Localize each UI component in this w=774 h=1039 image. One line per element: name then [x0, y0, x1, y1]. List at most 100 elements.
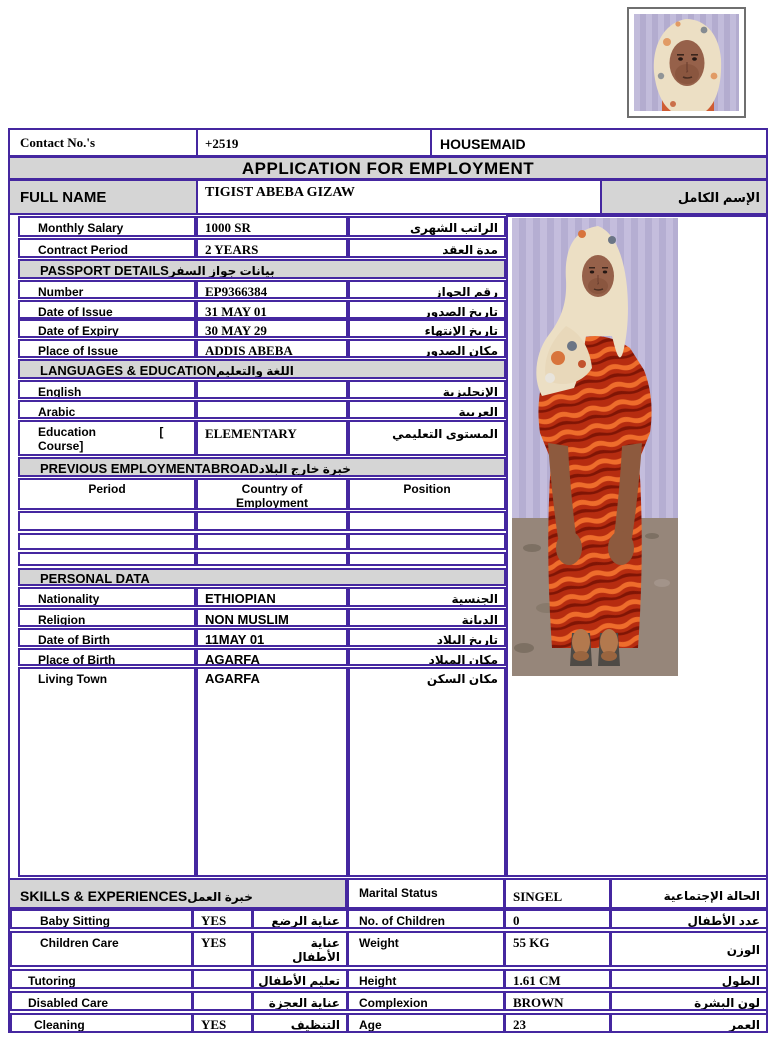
tutoring-label: Tutoring: [10, 969, 193, 989]
religion-arabic: الديانة: [348, 608, 506, 627]
employment-row-position: [348, 552, 506, 566]
applicant-full-body-photo: [512, 218, 678, 676]
education-label: Education [ Course]: [18, 420, 196, 456]
date-of-expiry-value: 30 MAY 29: [196, 319, 348, 338]
arabic-value: [196, 400, 348, 419]
employment-row-period: [18, 511, 196, 531]
passport-header-ar: بيانات جواز السفر: [168, 264, 275, 278]
tutoring-arabic: تعليم الأطفال: [252, 969, 348, 989]
previous-employment-header: PREVIOUS EMPLOYMENTABROADخبرة خارج البلا…: [18, 457, 506, 477]
passport-section-header: PASSPORT DETAILSبيانات جواز السفر: [18, 259, 506, 279]
no-of-children-label: No. of Children: [347, 909, 505, 929]
complexion-value: BROWN: [504, 991, 611, 1011]
employment-row-position: [348, 511, 506, 531]
no-of-children-arabic: عدد الأطفال: [610, 909, 768, 929]
education-value: ELEMENTARY: [196, 420, 348, 456]
age-label: Age: [347, 1013, 505, 1033]
full-name-arabic: الإسم الكامل: [600, 179, 768, 215]
complexion-label: Complexion: [347, 991, 505, 1011]
languages-header-en: LANGUAGES & EDUCATION: [40, 363, 216, 378]
disabled-care-label: Disabled Care: [10, 991, 193, 1011]
full-body-photo-region: [506, 215, 768, 877]
nationality-label: Nationality: [18, 587, 196, 607]
languages-header-ar: اللغة والتعليم: [215, 364, 294, 378]
place-of-issue-value: ADDIS ABEBA: [196, 339, 348, 358]
headshot-photo-frame: [627, 7, 746, 118]
employment-row-country: [196, 533, 348, 550]
disabled-care-value: [192, 991, 253, 1011]
children-care-value: YES: [192, 931, 253, 967]
english-arabic: الإنجليزية: [348, 380, 506, 399]
column-header-position: Position: [348, 478, 506, 510]
date-of-issue-value: 31 MAY 01: [196, 300, 348, 319]
baby-sitting-arabic: عناية الرضع: [252, 909, 348, 929]
languages-section-header: LANGUAGES & EDUCATIONاللغة والتعليم: [18, 359, 506, 379]
height-label: Height: [347, 969, 505, 989]
employment-row-position: [348, 533, 506, 550]
full-name-label: FULL NAME: [8, 179, 198, 215]
weight-value: 55 KG: [504, 931, 611, 967]
living-town-value: AGARFA: [196, 667, 348, 877]
employment-row-country: [196, 552, 348, 566]
column-header-country: Country of Employment: [196, 478, 348, 510]
job-title-cell: HOUSEMAID: [430, 128, 768, 157]
employment-row-period: [18, 533, 196, 550]
religion-value: NON MUSLIM: [196, 608, 348, 627]
height-value: 1.61 CM: [504, 969, 611, 989]
english-value: [196, 380, 348, 399]
previous-employment-header-ar: خبرة خارج البلاد: [258, 462, 351, 476]
living-town-label: Living Town: [18, 667, 196, 877]
skills-header-ar: خبرة العمل: [187, 890, 253, 904]
children-care-label: Children Care: [10, 931, 193, 967]
religion-label: Religion: [18, 608, 196, 627]
place-of-birth-arabic: مكان الميلاد: [348, 648, 506, 666]
cleaning-label: Cleaning: [10, 1013, 193, 1033]
age-value: 23: [504, 1013, 611, 1033]
arabic-label: Arabic: [18, 400, 196, 419]
marital-status-arabic: الحالة الإجتماعية: [610, 878, 768, 909]
applicant-headshot-photo: [634, 14, 739, 111]
contact-label: Contact No.'s: [8, 128, 198, 157]
contract-period-label: Contract Period: [18, 238, 196, 258]
date-of-expiry-label: Date of Expiry: [18, 319, 196, 338]
place-of-issue-label: Place of Issue: [18, 339, 196, 358]
date-of-birth-arabic: تاريخ البلاد: [348, 628, 506, 647]
height-arabic: الطول: [610, 969, 768, 989]
baby-sitting-value: YES: [192, 909, 253, 929]
contract-period-arabic: مدة العقد: [348, 238, 506, 258]
arabic-arabic: العربية: [348, 400, 506, 419]
nationality-value: ETHIOPIAN: [196, 587, 348, 607]
marital-status-label: Marital Status: [347, 878, 505, 909]
contact-value: +2519: [196, 128, 432, 157]
skills-section-header: SKILLS & EXPERIENCESخبرة العمل: [8, 878, 347, 909]
living-town-arabic: مكان السكن: [348, 667, 506, 877]
disabled-care-arabic: عناية العجزة: [252, 991, 348, 1011]
passport-number-value: EP9366384: [196, 280, 348, 299]
education-arabic: المستوى التعليمي: [348, 420, 506, 456]
column-header-period: Period: [18, 478, 196, 510]
passport-number-arabic: رقم الجواز: [348, 280, 506, 299]
nationality-arabic: الجنسية: [348, 587, 506, 607]
previous-employment-header-en: PREVIOUS EMPLOYMENTABROAD: [40, 461, 259, 476]
monthly-salary-label: Monthly Salary: [18, 216, 196, 237]
cleaning-value: YES: [192, 1013, 253, 1033]
passport-header-en: PASSPORT DETAILS: [40, 263, 169, 278]
no-of-children-value: 0: [504, 909, 611, 929]
full-name-value: TIGIST ABEBA GIZAW: [196, 179, 602, 215]
tutoring-value: [192, 969, 253, 989]
place-of-issue-arabic: مكان الصدور: [348, 339, 506, 358]
monthly-salary-arabic: الراتب الشهرى: [348, 216, 506, 237]
weight-arabic: الوزن: [610, 931, 768, 967]
cleaning-arabic: التنظيف: [252, 1013, 348, 1033]
date-of-issue-arabic: تاريخ الصدور: [348, 300, 506, 319]
date-of-birth-value: 11MAY 01: [196, 628, 348, 647]
monthly-salary-value: 1000 SR: [196, 216, 348, 237]
place-of-birth-label: Place of Birth: [18, 648, 196, 666]
marital-status-value: SINGEL: [504, 878, 611, 909]
complexion-arabic: لون البشرة: [610, 991, 768, 1011]
skills-header-en: SKILLS & EXPERIENCES: [20, 888, 188, 904]
baby-sitting-label: Baby Sitting: [10, 909, 193, 929]
form-title: APPLICATION FOR EMPLOYMENT: [8, 156, 768, 180]
date-of-birth-label: Date of Birth: [18, 628, 196, 647]
